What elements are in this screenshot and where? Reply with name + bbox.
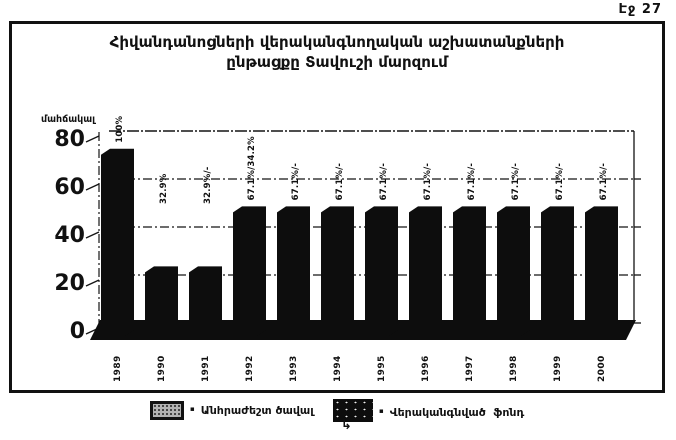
svg-text:1992: 1992 bbox=[245, 355, 255, 382]
bar-chart-3d: 0 20 40 60 80 մահճակալ 100% 1989 32.9% 1990 32.9%/… bbox=[41, 114, 641, 382]
svg-text:32.9%: 32.9% bbox=[159, 173, 169, 204]
page-number-label: Էջ 27 bbox=[618, 2, 662, 17]
chart-title-line1: Հիվանդանոցների վերականգնողական աշխատանքն… bbox=[109, 33, 565, 51]
svg-text:1994: 1994 bbox=[333, 355, 343, 382]
legend-label-rehabilitated-fund: Վերականգնված ֆոնդ bbox=[389, 406, 525, 419]
svg-text:1996: 1996 bbox=[421, 355, 431, 382]
svg-text:20: 20 bbox=[54, 271, 85, 296]
legend-swatch-required-volume-icon bbox=[150, 401, 184, 420]
legend-label-required-volume: Անհրաժեշտ ծավալ bbox=[200, 404, 314, 417]
svg-text:1990: 1990 bbox=[157, 355, 167, 382]
svg-text:60: 60 bbox=[54, 175, 85, 200]
chart-legend: ▪ Անհրաժեշտ ծավալ ↳ ▪ Վերականգնված ֆոնդ bbox=[0, 399, 676, 437]
svg-text:100%: 100% bbox=[115, 115, 125, 142]
svg-text:1997: 1997 bbox=[465, 355, 475, 382]
svg-text:67.1%/-: 67.1%/- bbox=[555, 163, 565, 201]
svg-text:67.1%/-: 67.1%/- bbox=[423, 163, 433, 201]
legend-bullet-icon: ▪ bbox=[379, 407, 384, 415]
legend-swatch-rehabilitated-fund-icon bbox=[333, 399, 373, 422]
legend-item-required-volume: ▪ Անհրաժեշտ ծավալ bbox=[150, 401, 314, 420]
svg-text:40: 40 bbox=[54, 223, 85, 248]
svg-text:67.1%/34.2%: 67.1%/34.2% bbox=[247, 136, 257, 201]
svg-text:1999: 1999 bbox=[553, 355, 563, 382]
legend-bullet-icon: ▪ bbox=[190, 405, 195, 413]
legend-swatch-wrap: ↳ bbox=[333, 399, 373, 432]
svg-text:1991: 1991 bbox=[201, 355, 211, 382]
svg-text:67.1%/-: 67.1%/- bbox=[379, 163, 389, 201]
svg-text:67.1%/-: 67.1%/- bbox=[467, 163, 477, 201]
svg-text:67.1%/-: 67.1%/- bbox=[599, 163, 609, 201]
chart-frame: Հիվանդանոցների վերականգնողական աշխատանքն… bbox=[9, 21, 665, 393]
chart-title: Հիվանդանոցների վերականգնողական աշխատանքն… bbox=[12, 33, 662, 72]
callout-arrow-icon: ↳ bbox=[341, 418, 352, 433]
svg-text:67.1%/-: 67.1%/- bbox=[291, 163, 301, 201]
svg-text:1993: 1993 bbox=[289, 355, 299, 382]
legend-item-rehabilitated-fund: ↳ ▪ Վերականգնված ֆոնդ bbox=[333, 399, 525, 432]
svg-text:2000: 2000 bbox=[597, 355, 607, 382]
svg-text:67.1%/-: 67.1%/- bbox=[335, 163, 345, 201]
svg-text:1989: 1989 bbox=[113, 355, 123, 382]
svg-text:0: 0 bbox=[70, 319, 85, 344]
svg-text:1995: 1995 bbox=[377, 355, 387, 382]
chart-title-line2: ընթացքը Տավուշի մարզում bbox=[226, 52, 448, 71]
svg-text:մահճակալ: մահճակալ bbox=[41, 114, 96, 125]
svg-text:32.9%/-: 32.9%/- bbox=[203, 166, 213, 204]
svg-text:80: 80 bbox=[54, 127, 85, 152]
svg-text:1998: 1998 bbox=[509, 355, 519, 382]
svg-text:67.1%/-: 67.1%/- bbox=[511, 163, 521, 201]
